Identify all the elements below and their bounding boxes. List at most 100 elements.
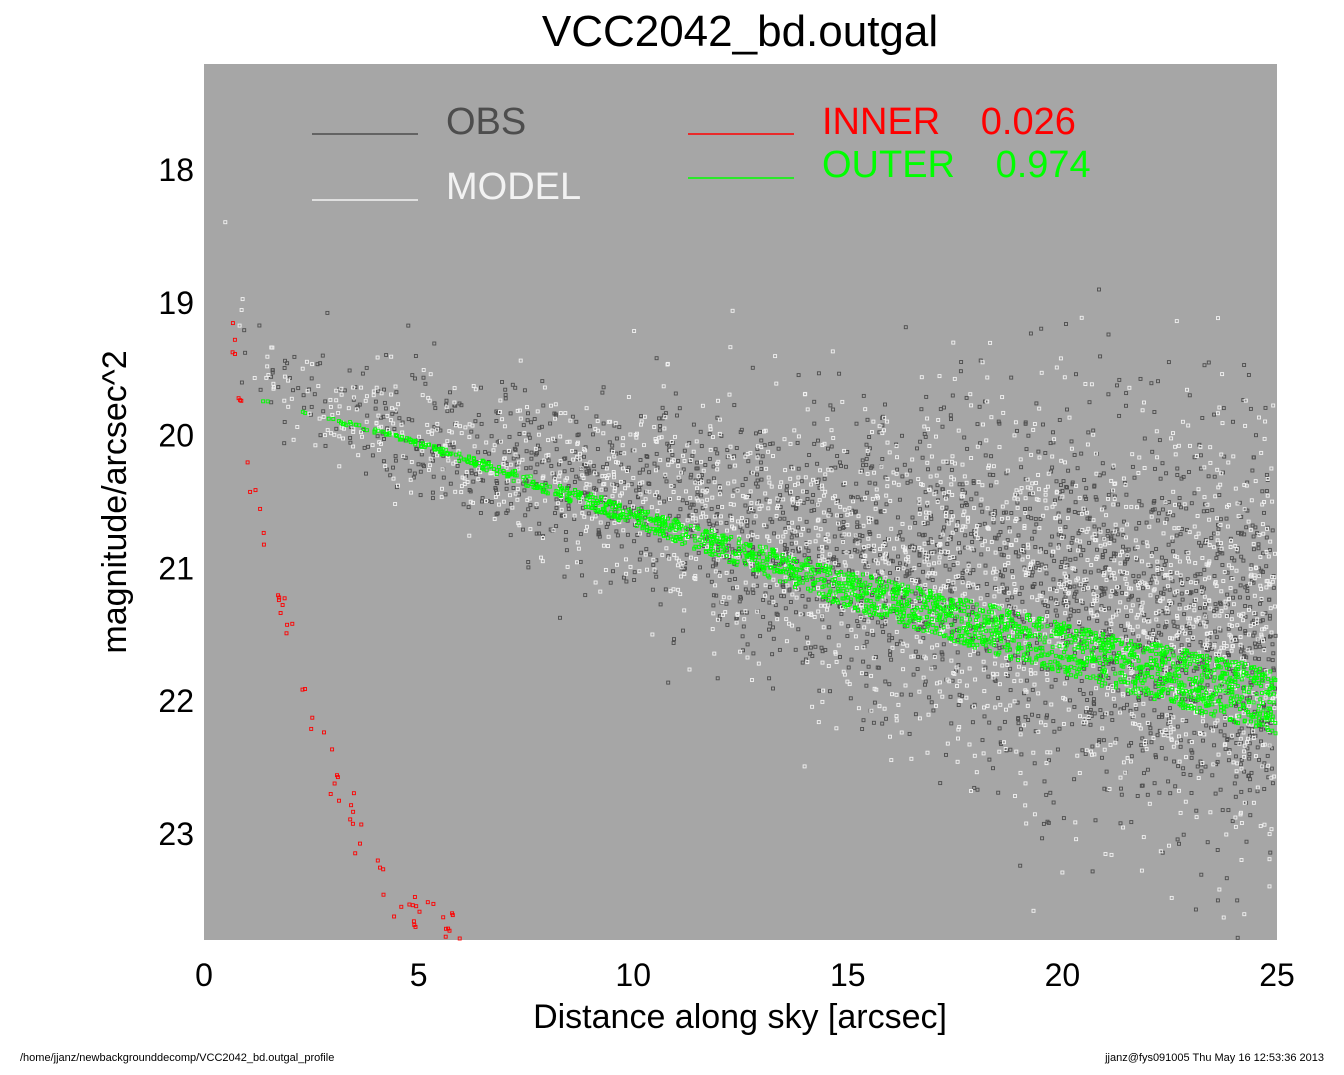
- obs-point: [1107, 606, 1111, 611]
- obs-point: [1041, 821, 1046, 826]
- obs-point: [1034, 640, 1039, 645]
- obs-point: [1050, 534, 1054, 539]
- obs-point: [537, 425, 542, 430]
- obs-point: [807, 453, 812, 457]
- obs-point: [1178, 532, 1183, 537]
- obs-point: [579, 466, 584, 471]
- obs-point: [1239, 789, 1244, 794]
- obs-point: [1189, 755, 1194, 760]
- obs-point: [1106, 492, 1111, 497]
- obs-point: [239, 380, 244, 385]
- obs-point: [1033, 545, 1038, 549]
- obs-point: [1226, 626, 1231, 631]
- obs-point: [670, 441, 675, 445]
- obs-point: [1220, 551, 1225, 556]
- obs-point: [789, 541, 794, 546]
- obs-point: [1007, 604, 1011, 608]
- obs-point: [431, 474, 436, 479]
- obs-point: [321, 409, 326, 414]
- obs-point: [778, 493, 783, 498]
- obs-point: [430, 490, 435, 495]
- obs-point: [751, 509, 756, 514]
- obs-point: [907, 731, 912, 736]
- obs-point: [895, 467, 900, 472]
- obs-point: [1262, 668, 1267, 673]
- obs-point: [1225, 602, 1230, 607]
- obs-point: [529, 420, 534, 425]
- obs-point: [898, 530, 903, 535]
- obs-point: [917, 562, 922, 567]
- obs-point: [607, 440, 612, 445]
- obs-point: [667, 448, 672, 453]
- obs-point: [1233, 754, 1238, 759]
- obs-point: [1198, 453, 1203, 458]
- obs-point: [802, 553, 807, 558]
- obs-point: [509, 501, 514, 506]
- obs-point: [1250, 670, 1255, 675]
- obs-point: [1167, 587, 1172, 592]
- obs-point: [786, 521, 791, 525]
- obs-point: [1065, 676, 1069, 681]
- obs-point: [582, 463, 586, 468]
- obs-point: [283, 358, 287, 363]
- obs-point: [1270, 658, 1275, 663]
- obs-point: [887, 682, 892, 687]
- obs-point: [1051, 586, 1056, 591]
- obs-point: [828, 689, 832, 694]
- obs-point: [806, 528, 811, 533]
- obs-point: [808, 645, 813, 650]
- obs-point: [718, 489, 723, 494]
- obs-point: [768, 621, 773, 626]
- obs-point: [1098, 354, 1103, 359]
- obs-point: [769, 595, 774, 600]
- obs-point: [535, 443, 540, 448]
- obs-point: [1061, 479, 1066, 484]
- obs-point: [1267, 634, 1272, 639]
- obs-point: [771, 558, 775, 563]
- obs-point: [1244, 655, 1249, 660]
- obs-point: [1187, 626, 1192, 630]
- obs-point: [1264, 489, 1269, 493]
- obs-point: [1119, 623, 1124, 628]
- obs-point: [711, 523, 716, 528]
- obs-point: [1111, 465, 1116, 470]
- obs-point: [781, 510, 785, 515]
- obs-point: [971, 605, 976, 610]
- obs-point: [1055, 602, 1060, 606]
- obs-point: [1077, 637, 1082, 642]
- obs-point: [1013, 653, 1018, 658]
- obs-point: [1057, 726, 1062, 731]
- obs-point: [648, 552, 653, 557]
- obs-point: [1246, 373, 1251, 377]
- obs-point: [817, 688, 822, 693]
- obs-point: [393, 458, 398, 463]
- obs-point: [1051, 577, 1056, 582]
- obs-point: [917, 532, 922, 537]
- obs-point: [918, 439, 923, 444]
- obs-point: [862, 617, 867, 622]
- obs-point: [1030, 712, 1034, 717]
- obs-point: [1206, 474, 1211, 479]
- obs-point: [309, 376, 314, 381]
- obs-point: [258, 387, 263, 392]
- obs-point: [909, 568, 914, 573]
- obs-point: [761, 615, 766, 619]
- obs-point: [614, 436, 619, 441]
- obs-point: [1124, 391, 1129, 396]
- obs-point: [1259, 739, 1263, 744]
- obs-point: [450, 408, 454, 413]
- obs-point: [365, 413, 370, 418]
- obs-point: [1028, 331, 1033, 336]
- obs-point: [500, 380, 504, 384]
- obs-point: [1182, 612, 1187, 617]
- obs-point: [1187, 739, 1192, 744]
- obs-point: [1126, 547, 1131, 552]
- obs-point: [1162, 586, 1167, 591]
- obs-point: [1052, 729, 1057, 734]
- obs-point: [1205, 683, 1210, 688]
- obs-point: [676, 514, 681, 519]
- obs-point: [857, 538, 862, 543]
- obs-point: [1151, 628, 1155, 633]
- obs-point: [918, 507, 922, 512]
- obs-point: [1098, 708, 1103, 713]
